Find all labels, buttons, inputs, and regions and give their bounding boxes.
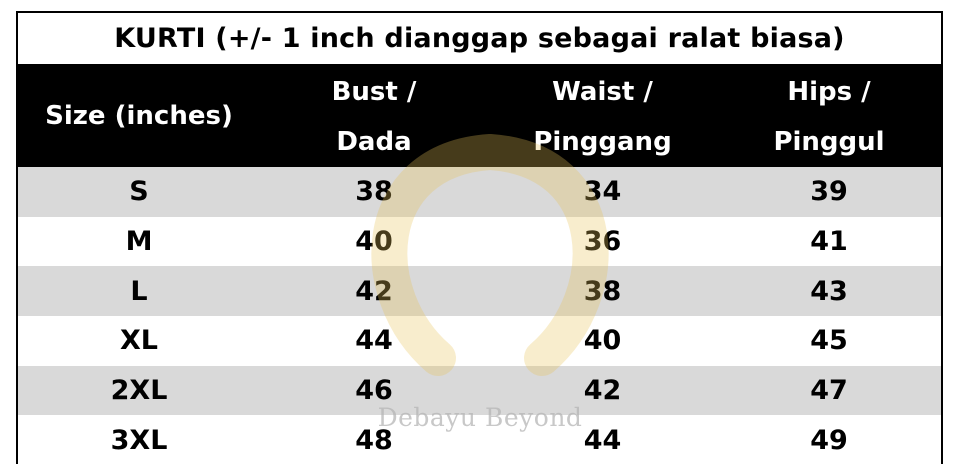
header-waist-line1: Waist / xyxy=(552,76,653,107)
header-bust-line1: Bust / xyxy=(331,76,417,107)
hips-cell: 49 xyxy=(810,424,848,456)
waist-cell: 44 xyxy=(583,424,622,456)
bust-cell: 48 xyxy=(355,424,393,456)
waist-cell: 34 xyxy=(583,176,622,208)
table-row: M 40 36 41 xyxy=(18,216,941,267)
size-cell: L xyxy=(130,275,148,307)
bust-cell: 46 xyxy=(355,375,393,407)
table-row: XL 44 40 45 xyxy=(18,316,941,366)
header-waist-line2: Pinggang xyxy=(533,126,672,157)
size-chart-table: KURTI (+/- 1 inch dianggap sebagai ralat… xyxy=(16,11,943,466)
hips-cell: 43 xyxy=(810,275,848,307)
waist-cell: 38 xyxy=(583,275,622,307)
table-row: 3XL 48 44 49 xyxy=(18,415,941,466)
table-header: Size (inches) Bust / Dada Waist / Pingga… xyxy=(18,66,941,167)
size-cell: 3XL xyxy=(110,424,168,456)
hips-cell: 45 xyxy=(810,325,848,357)
bust-cell: 42 xyxy=(355,275,393,307)
table-row: 2XL 46 42 47 xyxy=(18,365,941,416)
waist-cell: 40 xyxy=(583,325,622,357)
header-size-label: Size (inches) xyxy=(45,100,233,131)
hips-cell: 41 xyxy=(810,226,848,258)
header-waist: Waist / Pinggang xyxy=(488,66,717,167)
header-size: Size (inches) xyxy=(18,66,260,167)
size-cell: 2XL xyxy=(110,375,168,407)
bust-cell: 40 xyxy=(355,226,393,258)
header-hips-line2: Pinggul xyxy=(773,126,885,157)
hips-cell: 47 xyxy=(810,375,848,407)
bust-cell: 44 xyxy=(355,325,393,357)
size-cell: XL xyxy=(119,325,159,357)
header-bust-line2: Dada xyxy=(336,126,412,157)
waist-cell: 42 xyxy=(583,375,622,407)
table-row: S 38 34 39 xyxy=(18,167,941,217)
header-bust: Bust / Dada xyxy=(260,66,488,167)
hips-cell: 39 xyxy=(810,176,848,208)
waist-cell: 36 xyxy=(583,226,622,258)
header-hips-line1: Hips / xyxy=(787,76,871,107)
bust-cell: 38 xyxy=(355,176,393,208)
size-cell: M xyxy=(125,226,153,258)
size-cell: S xyxy=(129,176,149,208)
header-hips: Hips / Pinggul xyxy=(717,66,941,167)
table-row: L 42 38 43 xyxy=(18,266,941,317)
table-title: KURTI (+/- 1 inch dianggap sebagai ralat… xyxy=(18,13,941,66)
